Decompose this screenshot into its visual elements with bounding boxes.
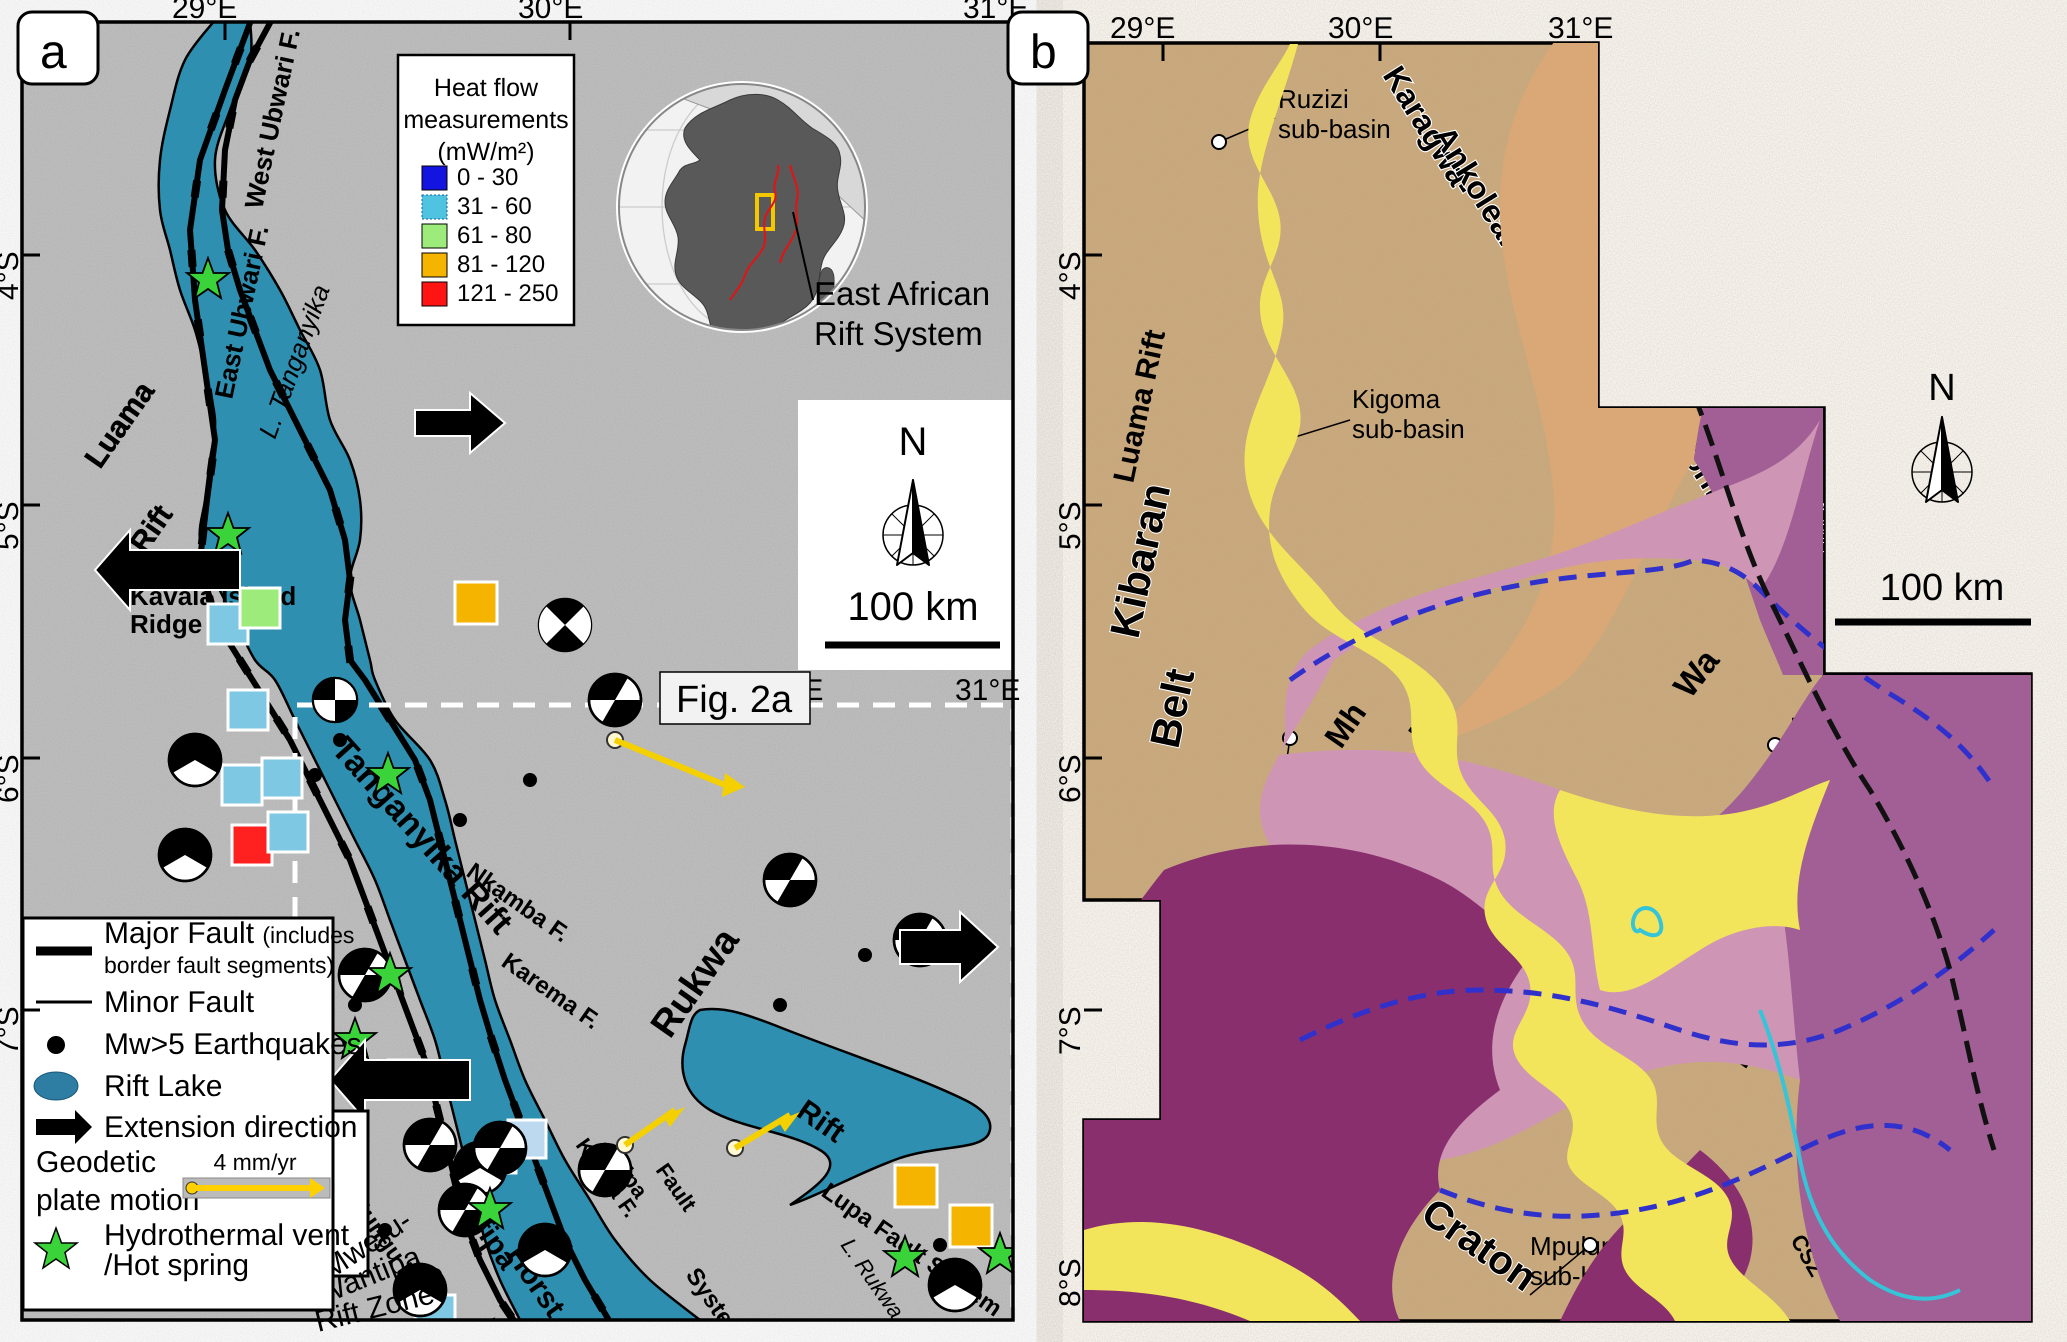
- svg-text:0 - 30: 0 - 30: [457, 164, 518, 191]
- svg-text:5°S: 5°S: [1054, 501, 1087, 550]
- svg-text:31°E: 31°E: [1548, 12, 1613, 45]
- svg-text:N: N: [899, 420, 928, 464]
- svg-text:Ridge: Ridge: [130, 609, 202, 639]
- svg-text:Hydrothermal vent: Hydrothermal vent: [104, 1219, 350, 1252]
- svg-text:30°E: 30°E: [1328, 12, 1393, 45]
- svg-text:31°E: 31°E: [955, 674, 1020, 707]
- svg-text:sub-basin: sub-basin: [1352, 414, 1465, 444]
- svg-text:8°S: 8°S: [1054, 1258, 1087, 1307]
- svg-text:border fault segments): border fault segments): [104, 952, 334, 978]
- svg-text:b: b: [1030, 26, 1057, 79]
- svg-text:29°E: 29°E: [1110, 12, 1175, 45]
- svg-text:Rift System: Rift System: [814, 315, 983, 352]
- svg-text:East African: East African: [814, 275, 990, 312]
- svg-text:Rift Lake: Rift Lake: [104, 1070, 222, 1103]
- svg-text:100 km: 100 km: [1880, 567, 2005, 609]
- svg-text:a: a: [40, 26, 67, 79]
- svg-text:plate motion: plate motion: [36, 1184, 199, 1217]
- svg-text:Heat flow: Heat flow: [434, 74, 539, 102]
- svg-text:31 - 60: 31 - 60: [457, 193, 532, 220]
- svg-text:Major Fault (includes: Major Fault (includes: [104, 917, 354, 950]
- svg-text:30°E: 30°E: [518, 0, 583, 25]
- svg-text:81 - 120: 81 - 120: [457, 251, 545, 278]
- svg-text:N: N: [1928, 367, 1955, 409]
- svg-text:4°S: 4°S: [0, 251, 25, 300]
- svg-text:Kigoma: Kigoma: [1352, 384, 1441, 414]
- svg-text:Minor Fault: Minor Fault: [104, 986, 255, 1019]
- svg-text:Geodetic: Geodetic: [36, 1146, 156, 1179]
- svg-text:Extension direction: Extension direction: [104, 1111, 357, 1144]
- svg-text:29°E: 29°E: [172, 0, 237, 25]
- svg-text:6°S: 6°S: [1054, 754, 1087, 803]
- svg-text:6°S: 6°S: [0, 754, 25, 803]
- svg-text:4°S: 4°S: [1054, 251, 1087, 300]
- svg-text:121 - 250: 121 - 250: [457, 280, 558, 307]
- svg-text:Ruzizi: Ruzizi: [1278, 84, 1349, 114]
- svg-text:(mW/m²): (mW/m²): [437, 138, 534, 166]
- svg-text:7°S: 7°S: [1054, 1006, 1087, 1055]
- svg-text:5°S: 5°S: [0, 501, 25, 550]
- svg-text:61 - 80: 61 - 80: [457, 222, 532, 249]
- svg-text:4 mm/yr: 4 mm/yr: [213, 1149, 296, 1175]
- svg-text:sub-basin: sub-basin: [1278, 114, 1391, 144]
- svg-text:Mw>5 Earthquakes: Mw>5 Earthquakes: [104, 1028, 362, 1061]
- svg-text:7°S: 7°S: [0, 1006, 25, 1055]
- svg-text:Fig. 2a: Fig. 2a: [676, 679, 793, 721]
- svg-text:measurements: measurements: [403, 106, 568, 134]
- svg-text:100 km: 100 km: [847, 585, 978, 629]
- svg-text:/Hot spring: /Hot spring: [104, 1249, 249, 1282]
